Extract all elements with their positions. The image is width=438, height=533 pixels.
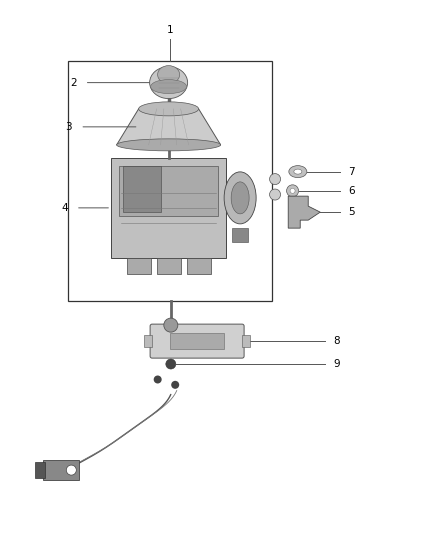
Circle shape xyxy=(154,375,162,384)
Polygon shape xyxy=(117,109,221,145)
Circle shape xyxy=(66,465,76,475)
Bar xyxy=(127,258,151,274)
Circle shape xyxy=(269,189,281,200)
Text: 9: 9 xyxy=(333,359,339,369)
Text: 8: 8 xyxy=(333,336,339,346)
Bar xyxy=(232,228,248,242)
Circle shape xyxy=(166,359,176,369)
Bar xyxy=(170,333,224,349)
Circle shape xyxy=(171,381,179,389)
Ellipse shape xyxy=(224,172,256,224)
Text: 7: 7 xyxy=(348,167,355,176)
Bar xyxy=(242,335,250,347)
Bar xyxy=(157,258,180,274)
Polygon shape xyxy=(288,196,320,228)
Text: 4: 4 xyxy=(61,203,68,213)
Text: 6: 6 xyxy=(348,186,355,196)
Bar xyxy=(144,335,152,347)
Text: 1: 1 xyxy=(166,25,173,35)
Circle shape xyxy=(286,185,299,197)
Ellipse shape xyxy=(139,102,198,116)
FancyBboxPatch shape xyxy=(150,324,244,358)
Text: 2: 2 xyxy=(70,78,77,87)
Bar xyxy=(111,158,226,258)
Bar xyxy=(43,460,79,480)
Ellipse shape xyxy=(231,182,249,214)
Ellipse shape xyxy=(158,66,180,84)
Circle shape xyxy=(269,174,281,184)
Circle shape xyxy=(290,188,295,193)
Bar xyxy=(119,166,218,216)
Text: 5: 5 xyxy=(348,207,355,217)
Ellipse shape xyxy=(117,139,221,151)
Ellipse shape xyxy=(150,67,187,99)
Ellipse shape xyxy=(151,79,187,94)
Ellipse shape xyxy=(289,166,307,177)
Bar xyxy=(35,462,45,478)
Text: 3: 3 xyxy=(66,122,72,132)
Ellipse shape xyxy=(294,169,302,174)
Bar xyxy=(123,166,161,212)
Bar xyxy=(187,258,211,274)
Circle shape xyxy=(164,318,178,332)
Bar xyxy=(68,61,272,301)
